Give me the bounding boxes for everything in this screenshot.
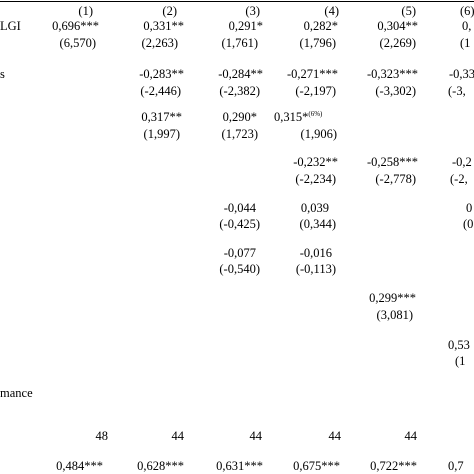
top-rule xyxy=(0,1,474,2)
r6-c3-coef: -0,077 xyxy=(223,246,256,260)
r4-c5-coef: -0,258*** xyxy=(366,155,418,169)
r1-c3-t: (1,761) xyxy=(221,36,258,50)
r4-c4-t: (-2,234) xyxy=(295,172,336,186)
r2-c5-t: (-3,302) xyxy=(375,84,416,98)
r2-c4-coef: -0,271*** xyxy=(286,67,338,81)
bottom-c2: 0,628*** xyxy=(137,459,184,473)
header-col-5: (5) xyxy=(401,4,416,18)
r1-c4-coef: 0,282* xyxy=(303,19,338,33)
r5-c6-coef: 0 xyxy=(466,201,473,215)
r8-c6-t: (1 xyxy=(455,354,466,368)
r5-c6-t: (0 xyxy=(463,217,474,231)
obs-col-5: 44 xyxy=(404,429,418,443)
obs-col-2: 44 xyxy=(171,429,185,443)
obs-col-3: 44 xyxy=(249,429,263,443)
row-label-performance: mance xyxy=(0,386,33,400)
r2-c5-coef: -0,323*** xyxy=(366,67,418,81)
r1-c6-t: (1 xyxy=(460,36,471,50)
r1-c1-t: (6,570) xyxy=(59,36,96,50)
r5-c4-coef: 0,039 xyxy=(300,201,329,215)
r2-c3-coef: -0,284** xyxy=(218,67,263,81)
header-col-3: (3) xyxy=(245,4,260,18)
r1-c3-coef: 0,291* xyxy=(228,19,263,33)
r8-c6-coef: 0,53 xyxy=(448,338,470,352)
r2-c2-t: (-2,446) xyxy=(140,84,181,98)
r2-c6-coef: -0,33 xyxy=(449,67,474,81)
r6-c4-t: (-0,113) xyxy=(295,262,336,276)
row-label-lgi: LGI xyxy=(0,19,21,33)
r4-c4-coef: -0,232** xyxy=(293,155,338,169)
r3-c4-t: (1,906) xyxy=(300,127,337,141)
r4-c6-coef: -0,2 xyxy=(452,155,472,169)
header-col-6: (6) xyxy=(460,4,474,18)
bottom-c1: 0,484*** xyxy=(56,459,103,473)
r3-c4-coef: 0,315*(6%) xyxy=(274,110,323,124)
r2-c3-t: (-2,382) xyxy=(219,84,260,98)
obs-col-1: 48 xyxy=(95,429,109,443)
r6-c4-coef: -0,016 xyxy=(299,246,332,260)
r1-c2-t: (2,263) xyxy=(141,36,178,50)
header-col-1: (1) xyxy=(78,4,93,18)
r4-c5-t: (-2,778) xyxy=(375,172,416,186)
header-col-4: (4) xyxy=(324,4,339,18)
r1-c1-coef: 0,696*** xyxy=(52,19,99,33)
r1-c5-t: (2,269) xyxy=(379,36,416,50)
r5-c4-t: (0,344) xyxy=(299,217,336,231)
r1-c6-coef: 0, xyxy=(462,19,472,33)
header-col-2: (2) xyxy=(162,4,177,18)
r7-c5-coef: 0,299*** xyxy=(369,291,416,305)
bottom-c4: 0,675*** xyxy=(293,459,340,473)
r1-c5-coef: 0,304** xyxy=(377,19,418,33)
r2-c4-t: (-2,197) xyxy=(295,84,336,98)
row-label-s: s xyxy=(0,67,5,81)
r3-c4-footnote: (6%) xyxy=(308,110,323,118)
r7-c5-t: (3,081) xyxy=(376,308,413,322)
bottom-c6: 0,7 xyxy=(448,459,464,473)
bottom-c5: 0,722*** xyxy=(370,459,417,473)
bottom-c3: 0,631*** xyxy=(216,459,263,473)
r1-c4-t: (1,796) xyxy=(299,36,336,50)
r2-c6-t: (-3, xyxy=(448,84,466,98)
r3-c3-t: (1,723) xyxy=(221,127,258,141)
r3-c3-coef: 0,290* xyxy=(222,110,257,124)
r3-c2-coef: 0,317** xyxy=(141,110,182,124)
obs-col-4: 44 xyxy=(328,429,342,443)
r6-c3-t: (-0,540) xyxy=(219,262,260,276)
r3-c2-t: (1,997) xyxy=(143,127,180,141)
r2-c2-coef: -0,283** xyxy=(139,67,184,81)
r1-c2-coef: 0,331** xyxy=(143,19,184,33)
r4-c6-t: (-2, xyxy=(450,172,468,186)
r5-c3-coef: -0,044 xyxy=(223,201,256,215)
r5-c3-t: (-0,425) xyxy=(219,217,260,231)
